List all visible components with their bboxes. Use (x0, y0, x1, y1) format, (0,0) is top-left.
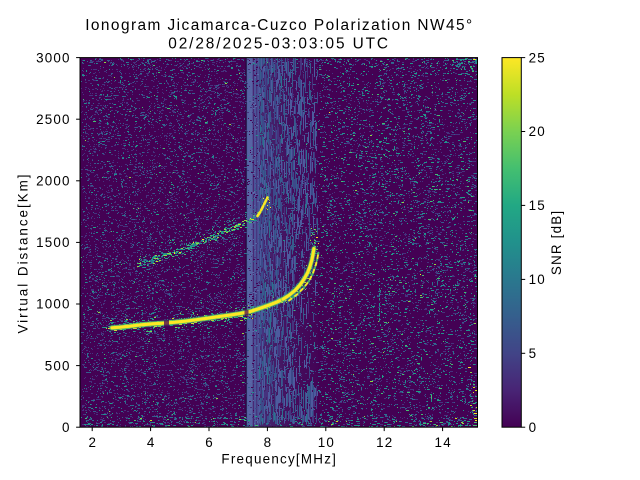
svg-text:0: 0 (62, 420, 71, 435)
svg-text:Virtual Distance[Km]: Virtual Distance[Km] (16, 172, 31, 333)
svg-text:Frequency[MHz]: Frequency[MHz] (221, 451, 337, 466)
svg-text:0: 0 (529, 420, 538, 435)
svg-text:8: 8 (264, 435, 273, 450)
svg-text:14: 14 (435, 435, 452, 450)
svg-text:SNR [dB]: SNR [dB] (549, 210, 564, 275)
svg-text:10: 10 (529, 272, 546, 287)
svg-text:2500: 2500 (36, 112, 71, 127)
svg-text:1000: 1000 (36, 297, 71, 312)
svg-text:2: 2 (88, 435, 97, 450)
svg-text:12: 12 (376, 435, 393, 450)
svg-text:500: 500 (45, 358, 71, 373)
svg-text:15: 15 (529, 198, 546, 213)
svg-text:20: 20 (529, 124, 546, 139)
svg-text:3000: 3000 (36, 50, 71, 65)
svg-text:25: 25 (529, 50, 546, 65)
svg-text:Ionogram Jicamarca-Cuzco Polar: Ionogram Jicamarca-Cuzco Polarization NW… (85, 17, 473, 34)
svg-text:02/28/2025-03:03:05 UTC: 02/28/2025-03:03:05 UTC (168, 35, 390, 52)
svg-text:10: 10 (318, 435, 335, 450)
svg-text:5: 5 (529, 346, 538, 361)
svg-text:2000: 2000 (36, 174, 71, 189)
svg-text:4: 4 (147, 435, 156, 450)
svg-text:6: 6 (205, 435, 214, 450)
svg-text:1500: 1500 (36, 235, 71, 250)
